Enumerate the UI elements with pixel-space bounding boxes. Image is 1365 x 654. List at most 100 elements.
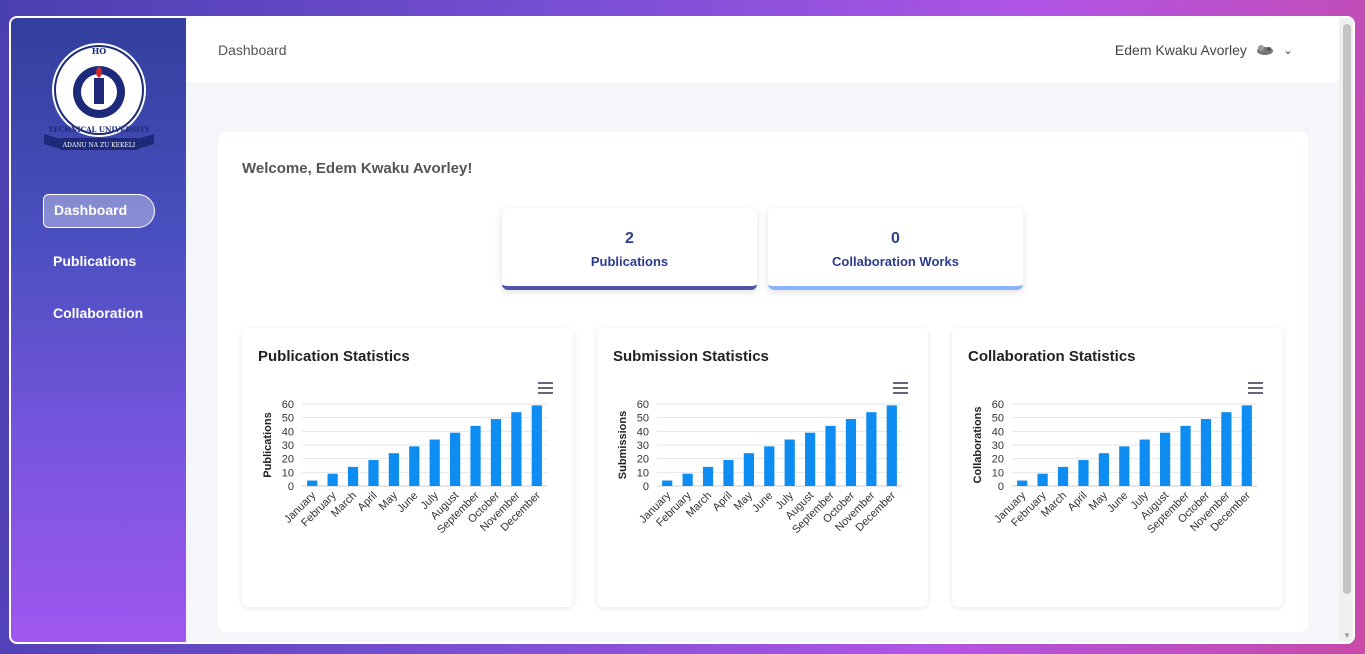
user-avatar-icon (1256, 45, 1273, 55)
y-tick-label: 60 (637, 399, 649, 411)
chart-card-publication-statistics: Publication Statistics 0 10 20 30 40 50 60 Publ… (242, 328, 573, 607)
x-tick-label: April (356, 490, 380, 514)
publication-chart: 0102030405060PublicationsJanuaryFebruary… (262, 399, 547, 536)
scrollbar-thumb[interactable] (1343, 24, 1351, 594)
y-tick-label: 20 (637, 454, 649, 466)
y-tick-label: 40 (282, 426, 294, 438)
y-axis-label: Publications (262, 412, 274, 477)
bar (845, 419, 857, 486)
bar (490, 419, 502, 486)
menu-icon[interactable] (1248, 382, 1263, 394)
bar (388, 453, 399, 486)
app-window: HO TECHNICAL UNIVERSITY ADANU NA ZU KEKE… (9, 16, 1355, 644)
bar (1078, 460, 1089, 486)
y-tick-label: 20 (992, 454, 1004, 466)
bar (764, 446, 775, 486)
y-tick-label: 0 (998, 481, 1004, 493)
x-tick-label: April (1066, 490, 1090, 514)
bar (470, 425, 481, 486)
bar (743, 453, 754, 486)
chevron-down-icon[interactable]: ⌄ (1282, 43, 1293, 57)
menu-icon[interactable] (893, 382, 908, 394)
sidebar: HO TECHNICAL UNIVERSITY ADANU NA ZU KEKE… (11, 18, 186, 642)
bar (702, 466, 714, 486)
sidebar-item-collaboration[interactable]: Collaboration (53, 305, 144, 321)
bar (531, 405, 542, 486)
bar (825, 425, 836, 486)
bar (1057, 466, 1069, 486)
bar (1180, 425, 1191, 486)
bar (1160, 432, 1171, 486)
stat-value: 2 (625, 230, 634, 247)
scroll-down-icon[interactable]: ▼ (1343, 631, 1351, 640)
bar (429, 439, 440, 486)
y-tick-label: 10 (282, 467, 294, 479)
bar (1241, 405, 1252, 486)
bar (1017, 480, 1028, 486)
y-tick-label: 30 (282, 440, 294, 452)
bar (1221, 412, 1232, 486)
bar (1037, 473, 1048, 486)
bar (368, 460, 379, 486)
bar (1098, 453, 1109, 486)
bar (327, 473, 338, 486)
bar (450, 432, 461, 486)
y-tick-label: 50 (637, 413, 649, 425)
y-tick-label: 50 (282, 413, 294, 425)
bar (784, 439, 795, 486)
x-tick-label: June (1105, 490, 1130, 515)
y-axis-label: Collaborations (972, 406, 984, 483)
submission-chart: 0102030405060SubmissionsJanuaryFebruaryM… (617, 399, 902, 536)
y-tick-label: 40 (992, 426, 1004, 438)
scrollbar[interactable]: ▼ (1339, 18, 1353, 642)
bar (886, 405, 897, 486)
chart-title: Collaboration Statistics (968, 348, 1136, 365)
chart-title: Publication Statistics (258, 348, 410, 365)
menu-icon[interactable] (538, 382, 553, 394)
y-tick-label: 60 (992, 399, 1004, 411)
welcome-message: Welcome, Edem Kwaku Avorley! (242, 160, 473, 177)
x-tick-label: June (395, 490, 420, 515)
svg-text:ADANU NA ZU KEKELI: ADANU NA ZU KEKELI (62, 142, 136, 149)
bar (511, 412, 522, 486)
stat-card-collaboration[interactable]: 0 Collaboration Works (768, 208, 1023, 290)
stat-label: Publications (590, 254, 669, 269)
y-tick-label: 30 (637, 440, 649, 452)
chart-title: Submission Statistics (613, 348, 769, 365)
y-tick-label: 60 (282, 399, 294, 411)
y-tick-label: 0 (288, 481, 294, 493)
bar (347, 466, 359, 486)
bar (866, 412, 877, 486)
bar (682, 473, 693, 486)
y-tick-label: 40 (637, 426, 649, 438)
bar (723, 460, 734, 486)
breadcrumb: Dashboard (218, 42, 287, 58)
bar (1119, 446, 1130, 486)
svg-text:HO: HO (92, 46, 107, 56)
y-tick-label: 50 (992, 413, 1004, 425)
bar (662, 480, 673, 486)
y-axis-label: Submissions (617, 411, 629, 479)
bar (805, 432, 816, 486)
stat-label: Collaboration Works (832, 254, 959, 269)
y-tick-label: 10 (992, 467, 1004, 479)
stat-value: 0 (891, 230, 900, 247)
dashboard-panel: Welcome, Edem Kwaku Avorley! 2 Publicati… (218, 132, 1308, 632)
stat-card-publications[interactable]: 2 Publications (502, 208, 757, 290)
bar (1200, 419, 1212, 486)
y-tick-label: 20 (282, 454, 294, 466)
x-tick-label: April (711, 490, 735, 514)
top-bar: Dashboard Edem Kwaku Avorley ⌄ (186, 18, 1339, 82)
bar (409, 446, 420, 486)
svg-text:TECHNICAL UNIVERSITY: TECHNICAL UNIVERSITY (48, 125, 151, 134)
user-name: Edem Kwaku Avorley (1114, 42, 1247, 58)
chart-card-collaboration-statistics: Collaboration Statistics 0 10 20 30 40 50 60 Co… (952, 328, 1283, 607)
y-tick-label: 0 (643, 481, 649, 493)
sidebar-item-dashboard[interactable]: Dashboard (43, 194, 155, 228)
chart-card-submission-statistics: Submission Statistics 0 10 20 30 40 50 60 Submi… (597, 328, 928, 607)
user-menu[interactable]: Edem Kwaku Avorley ⌄ (1115, 42, 1293, 58)
collaboration-chart: 0102030405060CollaborationsJanuaryFebrua… (972, 399, 1257, 536)
sidebar-item-publications[interactable]: Publications (53, 253, 137, 269)
bar (307, 480, 318, 486)
university-logo: HO TECHNICAL UNIVERSITY ADANU NA ZU KEKE… (44, 43, 154, 150)
